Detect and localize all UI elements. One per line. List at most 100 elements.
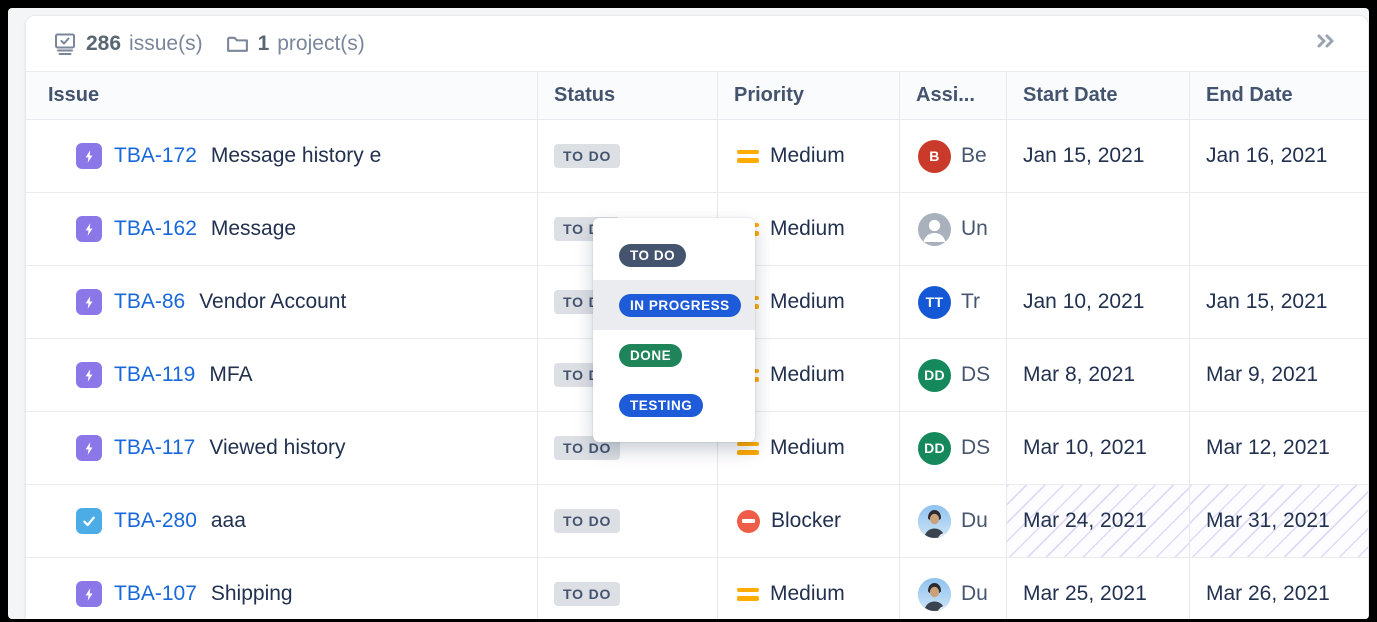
- projects-count: 1: [257, 31, 270, 55]
- issues-count-group: 286 issue(s): [52, 31, 203, 57]
- issue-row: TBA-172 Message history e TO DO Medium B Be Ja…: [26, 120, 1368, 193]
- start-date: Mar 8, 2021: [1023, 363, 1136, 386]
- end-date: Mar 26, 2021: [1206, 582, 1330, 605]
- task-type-icon: [76, 508, 102, 534]
- priority-label: Medium: [770, 436, 845, 459]
- end-date-cell[interactable]: [1190, 193, 1368, 265]
- end-date-cell[interactable]: Mar 26, 2021: [1190, 558, 1368, 619]
- priority-label: Medium: [770, 582, 845, 605]
- end-date-cell[interactable]: Jan 15, 2021: [1190, 266, 1368, 338]
- end-date-cell[interactable]: Mar 31, 2021: [1190, 485, 1368, 557]
- assignee-name: DS: [961, 436, 991, 459]
- assignee-cell[interactable]: DD DS: [900, 339, 1007, 411]
- status-pill-todo: TO DO: [619, 243, 687, 267]
- start-date: Mar 25, 2021: [1023, 582, 1147, 605]
- avatar: DD: [918, 358, 951, 392]
- start-date: Mar 10, 2021: [1023, 436, 1147, 459]
- end-date: Mar 12, 2021: [1206, 436, 1330, 459]
- start-date-cell[interactable]: Jan 10, 2021: [1007, 266, 1190, 338]
- priority-cell[interactable]: Medium: [718, 558, 900, 619]
- avatar: [918, 504, 951, 538]
- issue-cell: TBA-280 aaa: [26, 485, 538, 557]
- end-date-cell[interactable]: Jan 16, 2021: [1190, 120, 1368, 192]
- status-cell[interactable]: TO DO: [538, 558, 718, 619]
- issue-key-link[interactable]: TBA-117: [114, 436, 196, 459]
- status-option-todo[interactable]: TO DO: [593, 230, 755, 280]
- assignee-name: DS: [961, 363, 991, 386]
- column-header-status[interactable]: Status: [538, 72, 718, 119]
- issue-key-link[interactable]: TBA-107: [114, 582, 197, 605]
- start-date-cell[interactable]: Mar 25, 2021: [1007, 558, 1190, 619]
- issue-cell: TBA-107 Shipping: [26, 558, 538, 619]
- issue-navigator-panel: 286 issue(s) 1 project(s): [8, 8, 1369, 619]
- avatar: DD: [918, 431, 951, 465]
- status-option-testing[interactable]: TESTING: [593, 380, 755, 430]
- issue-key-link[interactable]: TBA-86: [114, 290, 186, 313]
- column-header-assignee[interactable]: Assi...: [900, 72, 1007, 119]
- column-header-end-date[interactable]: End Date: [1206, 84, 1293, 106]
- issue-key-link[interactable]: TBA-162: [114, 217, 197, 240]
- start-date-cell[interactable]: [1007, 193, 1190, 265]
- priority-cell[interactable]: Blocker: [718, 485, 900, 557]
- issue-summary[interactable]: Viewed history: [209, 436, 346, 459]
- column-header-issue[interactable]: Issue: [26, 72, 538, 119]
- issue-summary[interactable]: Vendor Account: [199, 290, 347, 313]
- start-date-cell[interactable]: Mar 10, 2021: [1007, 412, 1190, 484]
- issues-count: 286: [86, 31, 122, 55]
- assignee-name: Du: [961, 509, 988, 532]
- issue-key-link[interactable]: TBA-172: [114, 144, 197, 167]
- status-badge[interactable]: TO DO: [554, 582, 621, 606]
- start-date-cell[interactable]: Mar 8, 2021: [1007, 339, 1190, 411]
- priority-label: Medium: [770, 363, 845, 386]
- status-option-in-progress[interactable]: IN PROGRESS: [593, 280, 755, 330]
- issues-stack-icon: [52, 31, 78, 57]
- story-type-icon: [76, 435, 102, 461]
- assignee-cell[interactable]: Du: [900, 558, 1007, 619]
- end-date-cell[interactable]: Mar 9, 2021: [1190, 339, 1368, 411]
- end-date: Jan 16, 2021: [1206, 144, 1328, 167]
- issue-summary[interactable]: Message history e: [210, 144, 382, 167]
- start-date: Mar 24, 2021: [1023, 509, 1147, 532]
- status-pill-testing: TESTING: [619, 393, 704, 417]
- assignee-name: Un: [961, 217, 988, 240]
- story-type-icon: [76, 362, 102, 388]
- issue-summary[interactable]: aaa: [210, 509, 246, 532]
- issue-cell: TBA-117 Viewed history: [26, 412, 538, 484]
- start-date-cell[interactable]: Jan 15, 2021: [1007, 120, 1190, 192]
- column-header-start-date[interactable]: Start Date: [1007, 72, 1190, 119]
- issue-key-link[interactable]: TBA-119: [114, 363, 196, 386]
- end-date-cell[interactable]: Mar 12, 2021: [1190, 412, 1368, 484]
- priority-cell[interactable]: Medium: [718, 120, 900, 192]
- column-header-priority[interactable]: Priority: [718, 72, 900, 119]
- assignee-cell[interactable]: B Be: [900, 120, 1007, 192]
- issue-cell: TBA-162 Message: [26, 193, 538, 265]
- status-badge[interactable]: TO DO: [554, 509, 621, 533]
- status-cell[interactable]: TO DO: [538, 120, 718, 192]
- status-pill-done: DONE: [619, 343, 683, 367]
- priority-cell[interactable]: Medium: [718, 412, 900, 484]
- issue-row: TBA-117 Viewed history TO DO Medium DD DS Mar …: [26, 412, 1368, 485]
- assignee-cell[interactable]: Du: [900, 485, 1007, 557]
- start-date-cell[interactable]: Mar 24, 2021: [1007, 485, 1190, 557]
- issue-summary[interactable]: Message: [210, 217, 297, 240]
- story-type-icon: [76, 143, 102, 169]
- assignee-cell[interactable]: DD DS: [900, 412, 1007, 484]
- status-cell[interactable]: TO DO: [538, 485, 718, 557]
- projects-count-label: project(s): [277, 31, 365, 55]
- assignee-cell[interactable]: Un: [900, 193, 1007, 265]
- projects-count-group: 1 project(s): [225, 31, 365, 56]
- issue-key-link[interactable]: TBA-280: [114, 509, 197, 532]
- collapse-panel-button[interactable]: [1308, 26, 1342, 61]
- start-date: Jan 10, 2021: [1023, 290, 1145, 313]
- status-badge[interactable]: TO DO: [554, 144, 621, 168]
- summary-toolbar: 286 issue(s) 1 project(s): [26, 16, 1368, 72]
- issue-summary[interactable]: Shipping: [210, 582, 293, 605]
- issue-summary[interactable]: MFA: [209, 363, 253, 386]
- assignee-cell[interactable]: TT Tr: [900, 266, 1007, 338]
- status-option-done[interactable]: DONE: [593, 330, 755, 380]
- issue-cell: TBA-86 Vendor Account: [26, 266, 538, 338]
- priority-medium-icon: [737, 586, 759, 602]
- story-type-icon: [76, 581, 102, 607]
- assignee-name: Du: [961, 582, 988, 605]
- table-body: TBA-172 Message history e TO DO Medium B Be Ja…: [26, 120, 1368, 619]
